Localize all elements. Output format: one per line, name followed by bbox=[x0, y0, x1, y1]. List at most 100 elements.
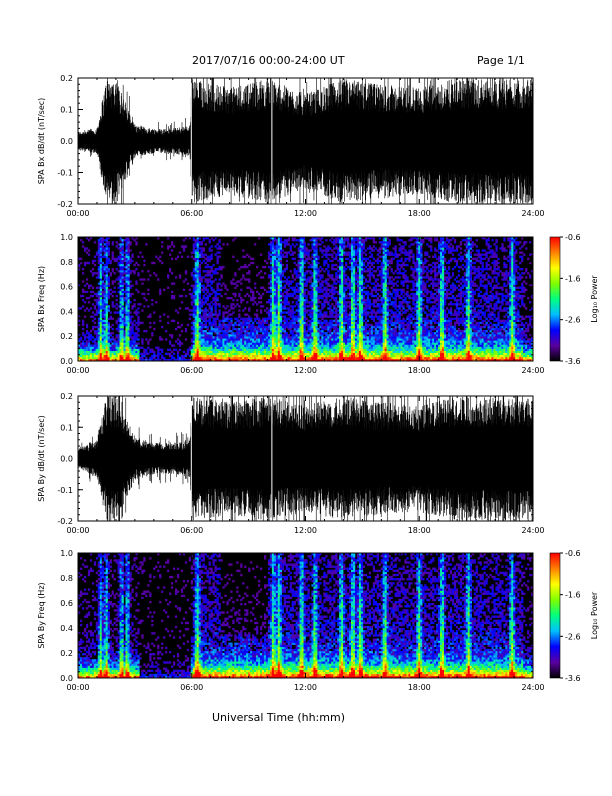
spectrogram-cell bbox=[278, 313, 280, 315]
spectrogram-cell bbox=[339, 330, 341, 332]
spectrogram-cell bbox=[272, 305, 274, 307]
spectrogram-cell bbox=[161, 241, 163, 243]
spectrogram-cell bbox=[347, 266, 349, 268]
spectrogram-cell bbox=[82, 332, 84, 334]
spectrogram-cell bbox=[106, 320, 108, 322]
spectrogram-cell bbox=[315, 278, 317, 280]
spectrogram-cell bbox=[294, 342, 296, 344]
spectrogram-cell bbox=[125, 305, 127, 307]
spectrogram-cell bbox=[203, 239, 205, 241]
spectrogram-cell bbox=[284, 256, 286, 258]
spectrogram-cell bbox=[272, 264, 274, 266]
spectrogram-cell bbox=[351, 351, 353, 353]
spectrogram-cell bbox=[286, 311, 288, 313]
spectrogram-cell bbox=[272, 357, 274, 359]
spectrogram-cell bbox=[94, 313, 96, 315]
spectrogram-cell bbox=[236, 324, 238, 326]
spectrogram-cell bbox=[302, 272, 304, 274]
spectrogram-cell bbox=[288, 355, 290, 357]
spectrogram-cell bbox=[193, 297, 195, 299]
spectrogram-cell bbox=[199, 340, 201, 342]
spectrogram-cell bbox=[274, 347, 276, 349]
spectrogram-cell bbox=[207, 282, 209, 284]
spectrogram-cell bbox=[124, 256, 126, 258]
spectrogram-cell bbox=[323, 305, 325, 307]
spectrogram-cell bbox=[104, 307, 106, 309]
spectrogram-cell bbox=[268, 299, 270, 301]
spectrogram-cell bbox=[333, 328, 335, 330]
spectrogram-cell bbox=[351, 340, 353, 342]
spectrogram-cell bbox=[292, 307, 294, 309]
spectrogram-cell bbox=[339, 342, 341, 344]
spectrogram-cell bbox=[211, 330, 213, 332]
spectrogram-cell bbox=[218, 305, 220, 307]
spectrogram-cell bbox=[349, 332, 351, 334]
spectrogram-cell bbox=[254, 355, 256, 357]
spectrogram-cell bbox=[359, 243, 361, 245]
spectrogram-cell bbox=[205, 320, 207, 322]
spectrogram-cell bbox=[197, 336, 199, 338]
spectrogram-cell bbox=[209, 357, 211, 359]
spectrogram-cell bbox=[266, 311, 268, 313]
spectrogram-cell bbox=[127, 297, 129, 299]
spectrogram-cell bbox=[222, 351, 224, 353]
spectrogram-cell bbox=[355, 353, 357, 355]
spectrogram-cell bbox=[298, 256, 300, 258]
spectrogram-cell bbox=[286, 278, 288, 280]
spectrogram-cell bbox=[187, 307, 189, 309]
spectrogram-cell bbox=[215, 309, 217, 311]
spectrogram-cell bbox=[347, 349, 349, 351]
spectrogram-cell bbox=[240, 355, 242, 357]
spectrogram-cell bbox=[351, 293, 353, 295]
spectrogram-cell bbox=[215, 342, 217, 344]
spectrogram-cell bbox=[353, 280, 355, 282]
spectrogram-cell bbox=[294, 320, 296, 322]
spectrogram-cell bbox=[106, 338, 108, 340]
spectrogram-cell bbox=[153, 357, 155, 359]
spectrogram-cell bbox=[137, 256, 139, 258]
spectrogram-cell bbox=[323, 322, 325, 324]
spectrogram-cell bbox=[125, 313, 127, 315]
spectrogram-cell bbox=[193, 301, 195, 303]
spectrogram-cell bbox=[355, 274, 357, 276]
spectrogram-cell bbox=[209, 324, 211, 326]
spectrogram-cell bbox=[116, 351, 118, 353]
spectrogram-cell bbox=[218, 340, 220, 342]
spectrogram-cell bbox=[216, 287, 218, 289]
spectrogram-cell bbox=[181, 324, 183, 326]
spectrogram-cell bbox=[345, 338, 347, 340]
spectrogram-cell bbox=[220, 324, 222, 326]
spectrogram-cell bbox=[246, 353, 248, 355]
spectrogram-cell bbox=[175, 276, 177, 278]
spectrogram-cell bbox=[335, 299, 337, 301]
spectrogram-cell bbox=[288, 243, 290, 245]
spectrogram-cell bbox=[359, 330, 361, 332]
spectrogram-cell bbox=[127, 322, 129, 324]
spectrogram-cell bbox=[272, 285, 274, 287]
spectrogram-cell bbox=[173, 320, 175, 322]
spectrogram-cell bbox=[125, 251, 127, 253]
spectrogram-cell bbox=[167, 247, 169, 249]
spectrogram-cell bbox=[335, 332, 337, 334]
spectrogram-cell bbox=[284, 355, 286, 357]
spectrogram-cell bbox=[258, 351, 260, 353]
spectrogram-cell bbox=[120, 245, 122, 247]
spectrogram-cell bbox=[331, 349, 333, 351]
spectrogram-cell bbox=[197, 320, 199, 322]
spectrogram-cell bbox=[129, 270, 131, 272]
spectrogram-cell bbox=[359, 262, 361, 264]
spectrogram-cell bbox=[313, 262, 315, 264]
spectrogram-cell bbox=[258, 334, 260, 336]
spectrogram-cell bbox=[193, 357, 195, 359]
spectrogram-cell bbox=[278, 282, 280, 284]
spectrogram-cell bbox=[341, 289, 343, 291]
spectrogram-cell bbox=[213, 272, 215, 274]
spectrogram-cell bbox=[133, 324, 135, 326]
spectrogram-cell bbox=[335, 297, 337, 299]
spectrogram-cell bbox=[205, 301, 207, 303]
spectrogram-cell bbox=[351, 289, 353, 291]
spectrogram-cell bbox=[209, 274, 211, 276]
spectrogram-cell bbox=[215, 320, 217, 322]
y-tick-label: -0.1 bbox=[57, 169, 73, 178]
spectrogram-cell bbox=[90, 344, 92, 346]
